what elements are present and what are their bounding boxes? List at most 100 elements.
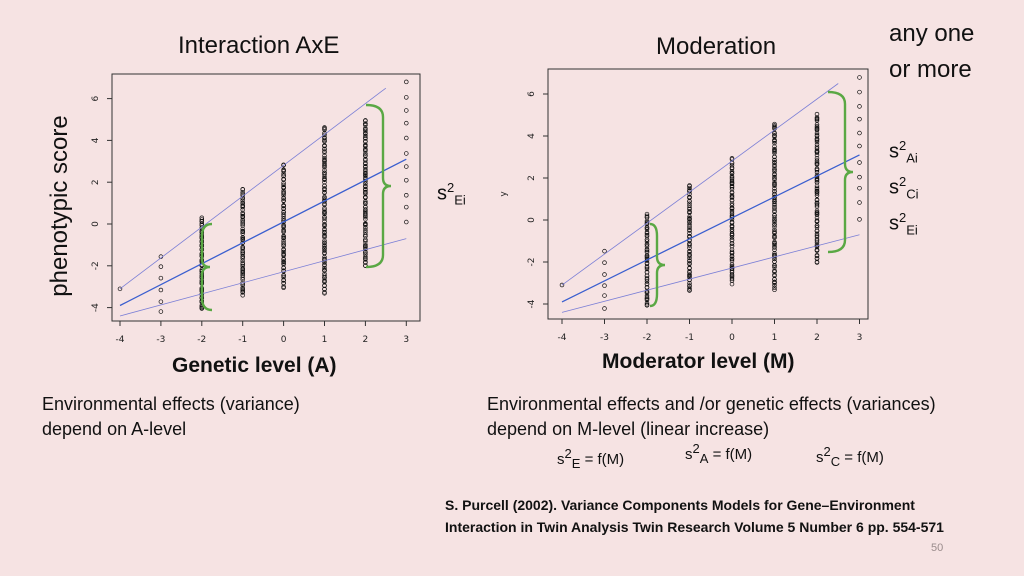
data-point [857,143,862,149]
data-point [814,247,820,253]
data-point [687,252,692,257]
reference: S. Purcell (2002). Variance Components M… [445,497,944,535]
data-point [772,206,777,211]
data-point [857,130,862,136]
data-point [281,219,286,225]
data-point [644,269,650,275]
data-point [363,128,368,134]
data-point [404,108,409,113]
variance-brace [649,222,666,308]
data-point [729,237,735,243]
data-point [240,228,245,234]
data-point [814,124,820,129]
data-point [644,213,650,219]
data-point [687,261,692,266]
data-point [857,104,862,109]
data-point [281,216,286,221]
data-point [281,173,286,179]
data-point [729,205,735,211]
data-point [729,190,735,195]
data-point [772,146,777,152]
data-point [644,242,650,247]
data-point [644,214,650,220]
data-point [772,285,777,291]
data-point [644,266,650,272]
right-xlabel: Moderator level (M) [602,350,795,373]
variance-brace [200,222,213,312]
data-point [322,125,327,130]
data-point [240,187,245,192]
data-point [322,183,327,188]
x-tick-label: 3 [403,335,409,345]
data-point [814,146,820,151]
data-point [772,121,777,127]
data-point [772,239,777,245]
data-point [602,293,607,298]
data-point [240,236,245,242]
data-point [281,238,286,244]
data-point [363,167,368,172]
right-title: Moderation [656,33,777,60]
series-line-fit [119,158,407,307]
data-point [729,162,735,168]
data-point [322,149,327,154]
data-point [729,210,735,216]
data-point [814,231,820,237]
data-point [240,231,245,236]
data-point [363,122,368,128]
data-point [404,219,409,225]
x-tick-label: -1 [238,335,247,345]
data-point [281,185,286,190]
y-tick-label: 6 [527,91,537,97]
data-point [857,174,862,180]
data-point [644,279,650,284]
data-point [729,183,735,189]
data-point [240,220,245,225]
data-point [199,217,205,222]
desc-right-2: depend on M-level (linear increase) [487,419,770,439]
x-tick-label: 2 [814,333,820,343]
data-point [772,244,777,249]
data-point [814,240,820,245]
data-point [404,204,409,210]
data-point [363,243,368,249]
y-tick-label: 0 [91,221,101,227]
data-point [322,168,327,173]
data-point [281,259,286,264]
data-point [644,294,650,300]
data-point [363,209,368,215]
data-point [240,251,245,257]
data-point [644,281,650,287]
data-point [240,198,245,203]
data-point [240,286,245,292]
data-point [814,197,820,202]
sigma-ai: s2Ai [889,138,918,166]
data-point [281,280,286,286]
data-point [772,259,777,264]
data-point [158,264,164,269]
data-point [281,206,286,211]
data-point [322,215,327,220]
data-point [772,265,777,270]
x-tick-label: 0 [729,333,735,343]
data-point [857,185,862,191]
data-point [199,215,205,220]
data-point [644,227,650,232]
data-point [772,144,777,149]
data-point [363,163,368,169]
series-line-lower [561,234,860,313]
data-point [240,190,245,195]
data-point [363,242,368,247]
data-point [240,263,245,269]
data-point [772,282,777,288]
data-point [363,230,368,235]
data-point [729,193,735,198]
y-tick-label: 4 [91,137,101,143]
data-point [772,204,777,210]
data-point [729,178,735,184]
data-point [729,186,735,192]
data-point [240,289,245,295]
data-point [363,118,368,123]
data-point [322,135,327,140]
